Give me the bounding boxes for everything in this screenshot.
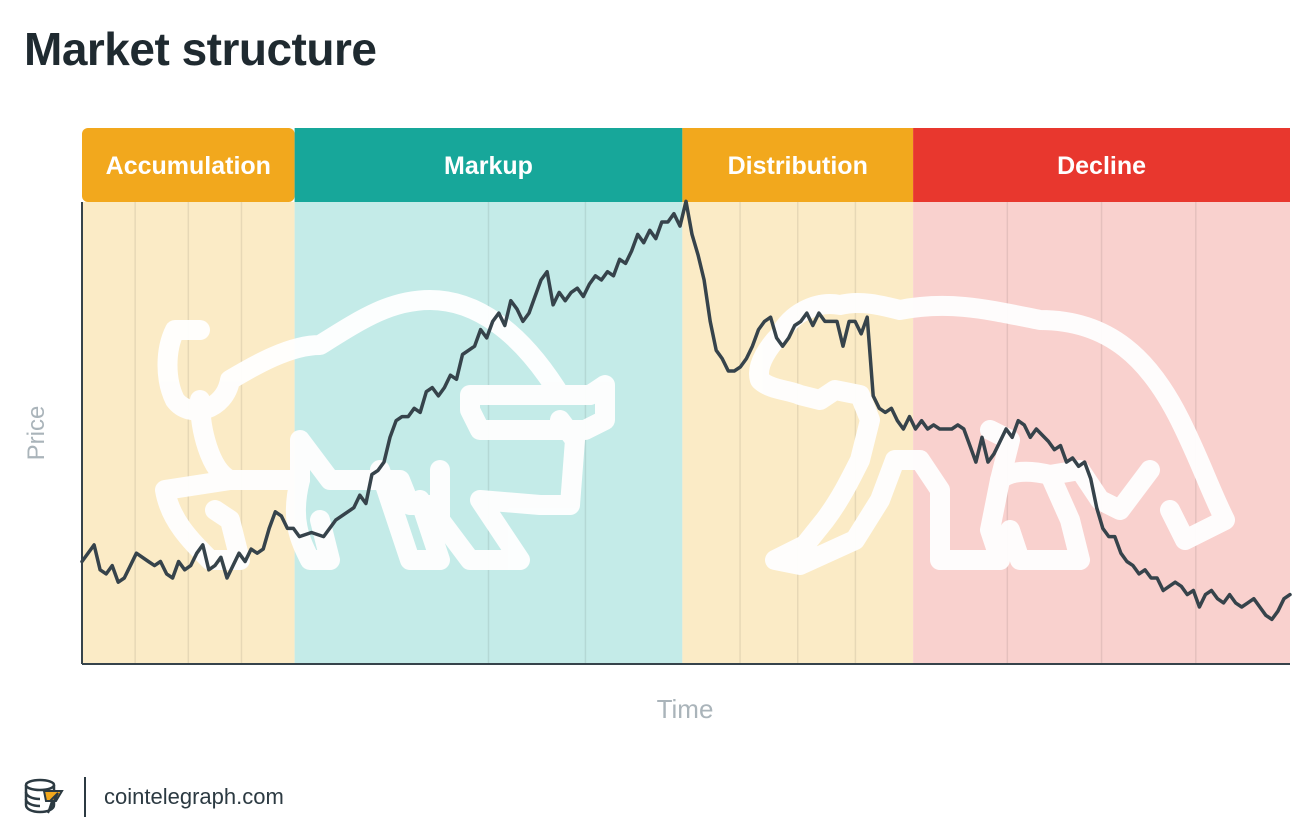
- phase-label-distribution: Distribution: [728, 152, 868, 180]
- bear-outline-icon: [749, 292, 1235, 575]
- phase-header-decline: [913, 128, 1290, 202]
- cointelegraph-logo-icon: [24, 778, 64, 814]
- price-line: [80, 199, 1292, 622]
- x-axis-label: Time: [657, 694, 714, 724]
- price-series: [80, 199, 1292, 622]
- phase-label-decline: Decline: [1057, 152, 1146, 180]
- footer-divider: [84, 777, 86, 817]
- phase-background-accumulation: [82, 202, 295, 664]
- phase-backgrounds: [82, 202, 1290, 664]
- phase-label-markup: Markup: [444, 152, 533, 180]
- footer-brand: cointelegraph.com: [104, 784, 284, 809]
- footer: cointelegraph.com: [22, 773, 284, 821]
- vertical-grid-lines: [134, 202, 1197, 664]
- page-title: Market structure: [24, 23, 377, 75]
- phase-background-decline: [913, 202, 1290, 664]
- phase-header-markup: [294, 128, 683, 202]
- phase-headers: Accumulation Markup Distribution Decline: [82, 128, 1290, 202]
- y-axis-label: Price: [23, 406, 50, 461]
- phase-label-accumulation: Accumulation: [106, 152, 271, 180]
- phase-header-accumulation: [82, 128, 295, 202]
- phase-header-distribution: [682, 128, 914, 202]
- axes: [81, 202, 1290, 665]
